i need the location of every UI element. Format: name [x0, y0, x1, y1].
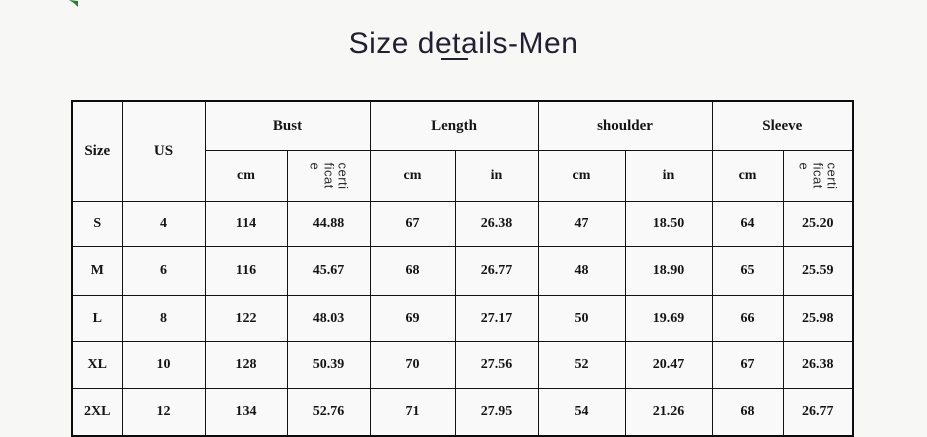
bust-cm-cell: 134 — [204, 388, 288, 437]
unit-header-bust-in: certi ficat e — [286, 150, 371, 202]
length-cm-cell: 67 — [369, 201, 456, 247]
shoulder-cm-cell: 52 — [537, 341, 626, 389]
us-cell: 6 — [121, 246, 206, 296]
length-cm-cell: 68 — [369, 246, 456, 296]
sleeve-cm-cell: 67 — [711, 341, 784, 389]
group-header-sleeve: Sleeve — [711, 100, 854, 151]
shoulder-in-cell: 18.50 — [624, 201, 713, 247]
unit-header-shoulder-in: in — [624, 150, 713, 202]
green-cursor-fragment-icon — [69, 0, 78, 7]
table-row-s: S 4 114 44.88 67 26.38 47 18.50 64 25.20 — [71, 201, 854, 247]
sleeve-in-cell: 26.38 — [782, 341, 854, 389]
sleeve-in-cell: 25.98 — [782, 295, 854, 342]
group-header-bust: Bust — [204, 100, 371, 151]
length-in-cell: 26.38 — [454, 201, 539, 247]
bust-in-cell: 48.03 — [286, 295, 371, 342]
shoulder-cm-cell: 48 — [537, 246, 626, 296]
unit-header-bust-cm: cm — [204, 150, 288, 202]
size-cell: L — [71, 295, 123, 342]
col-header-size: Size — [71, 100, 123, 202]
shoulder-cm-cell: 54 — [537, 388, 626, 437]
size-cell: 2XL — [71, 388, 123, 437]
bust-in-cell: 45.67 — [286, 246, 371, 296]
table-row-m: M 6 116 45.67 68 26.77 48 18.90 65 25.59 — [71, 246, 854, 296]
rotated-certificate-text: certi ficat e — [796, 162, 840, 190]
size-cell: S — [71, 201, 123, 247]
length-cm-cell: 71 — [369, 388, 456, 437]
bust-cm-cell: 128 — [204, 341, 288, 389]
title-underline-artifact — [441, 58, 468, 60]
length-in-cell: 26.77 — [454, 246, 539, 296]
col-header-us: US — [121, 100, 206, 202]
length-cm-cell: 69 — [369, 295, 456, 342]
us-cell: 12 — [121, 388, 206, 437]
group-header-length: Length — [369, 100, 539, 151]
shoulder-cm-cell: 47 — [537, 201, 626, 247]
us-cell: 10 — [121, 341, 206, 389]
length-in-cell: 27.95 — [454, 388, 539, 437]
bust-in-cell: 52.76 — [286, 388, 371, 437]
table-row-xl: XL 10 128 50.39 70 27.56 52 20.47 67 26.… — [71, 341, 854, 389]
unit-header-shoulder-cm: cm — [537, 150, 626, 202]
length-in-cell: 27.17 — [454, 295, 539, 342]
shoulder-cm-cell: 50 — [537, 295, 626, 342]
us-cell: 8 — [121, 295, 206, 342]
shoulder-in-cell: 19.69 — [624, 295, 713, 342]
us-cell: 4 — [121, 201, 206, 247]
group-header-shoulder: shoulder — [537, 100, 713, 151]
header-unit-row: cm certi ficat e cm in cm in cm certi fi… — [72, 150, 854, 202]
unit-header-length-cm: cm — [369, 150, 456, 202]
unit-header-length-in: in — [454, 150, 539, 202]
table-row-2xl: 2XL 12 134 52.76 71 27.95 54 21.26 68 26… — [71, 388, 854, 437]
sleeve-cm-cell: 64 — [711, 201, 784, 247]
sleeve-cm-cell: 65 — [711, 246, 784, 296]
unit-header-sleeve-cm: cm — [711, 150, 784, 202]
table-row-l: L 8 122 48.03 69 27.17 50 19.69 66 25.98 — [71, 295, 854, 342]
shoulder-in-cell: 21.26 — [624, 388, 713, 437]
header-group-row: Size US Bust Length shoulder Sleeve — [71, 100, 854, 202]
sleeve-cm-cell: 66 — [711, 295, 784, 342]
bust-in-cell: 50.39 — [286, 341, 371, 389]
unit-header-sleeve-in: certi ficat e — [782, 150, 854, 202]
length-in-cell: 27.56 — [454, 341, 539, 389]
page-title: Size details-Men — [348, 27, 579, 60]
rotated-certificate-text: certi ficat e — [307, 162, 351, 190]
bust-in-cell: 44.88 — [286, 201, 371, 247]
sleeve-in-cell: 25.20 — [782, 201, 854, 247]
size-cell: XL — [71, 341, 123, 389]
shoulder-in-cell: 18.90 — [624, 246, 713, 296]
bust-cm-cell: 122 — [204, 295, 288, 342]
bust-cm-cell: 114 — [204, 201, 288, 247]
sleeve-in-cell: 25.59 — [782, 246, 854, 296]
sleeve-in-cell: 26.77 — [782, 388, 854, 437]
sleeve-cm-cell: 68 — [711, 388, 784, 437]
size-details-table: Size US Bust Length shoulder Sleeve cm c… — [71, 100, 855, 437]
length-cm-cell: 70 — [369, 341, 456, 389]
shoulder-in-cell: 20.47 — [624, 341, 713, 389]
bust-cm-cell: 116 — [204, 246, 288, 296]
size-cell: M — [71, 246, 123, 296]
